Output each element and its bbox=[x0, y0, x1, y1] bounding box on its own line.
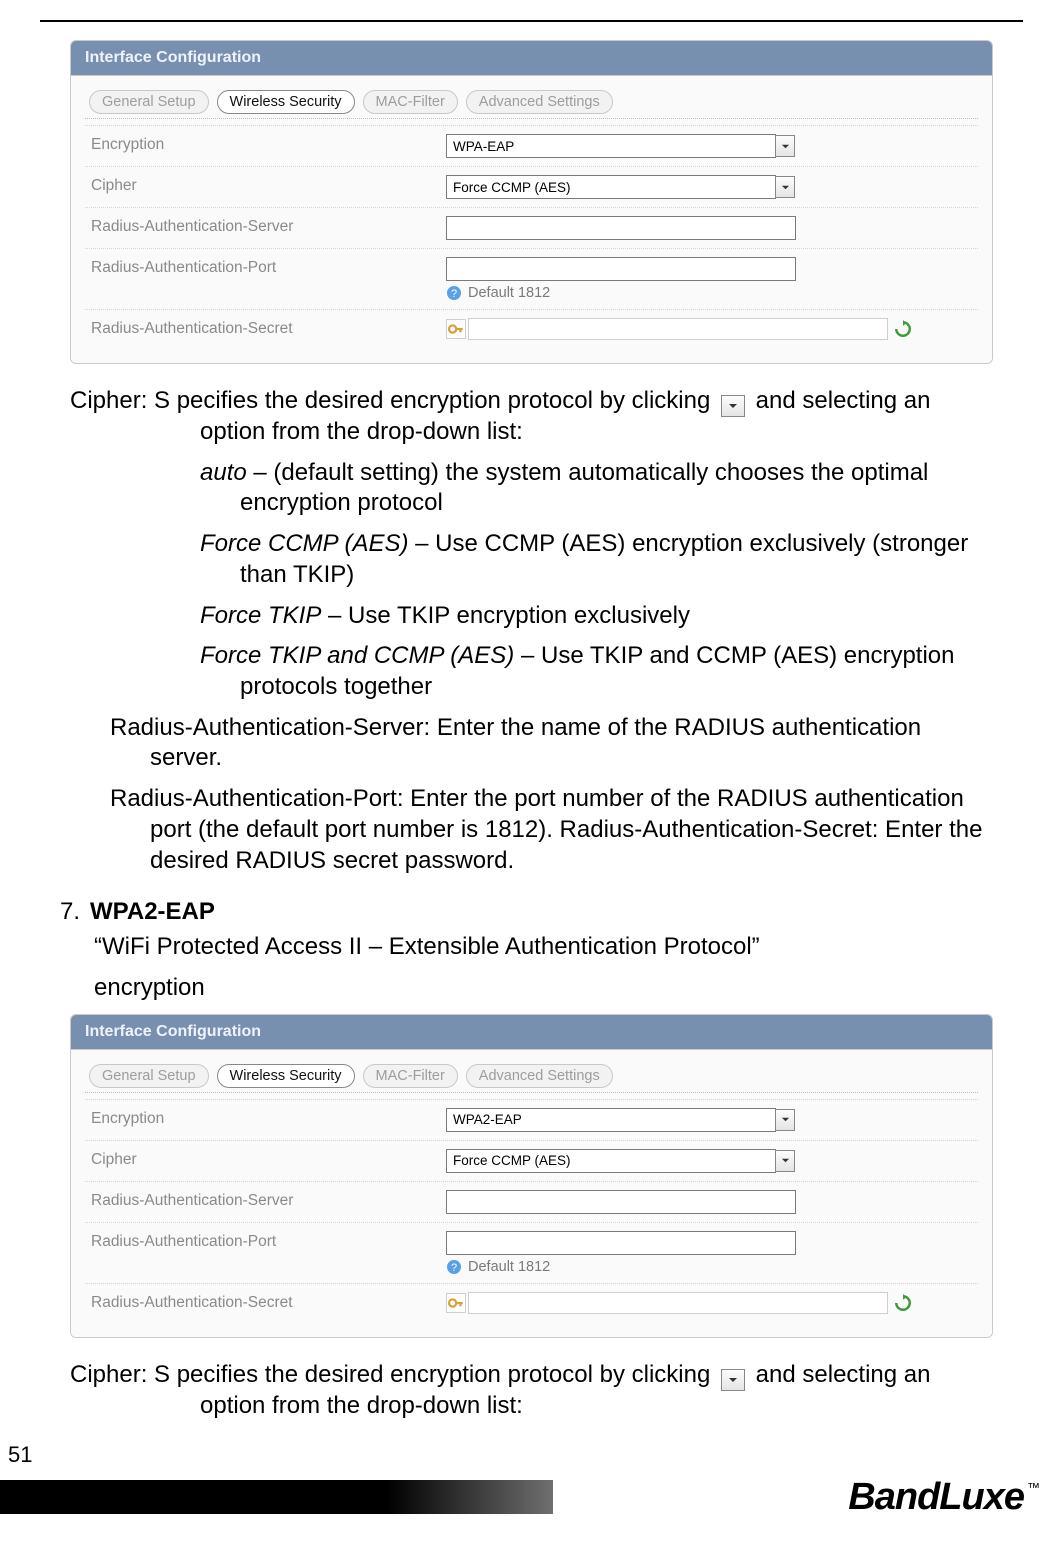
section-desc-2: encryption bbox=[94, 973, 993, 1004]
radius-port-label: Radius-Authentication-Port bbox=[91, 1231, 446, 1251]
radius-port-hint: Default 1812 bbox=[468, 285, 550, 301]
cycle-icon[interactable] bbox=[894, 1294, 912, 1312]
cipher-desc: Cipher: S pecifies the desired encryptio… bbox=[70, 386, 993, 448]
info-icon: ? bbox=[446, 285, 462, 301]
page-number: 51 bbox=[8, 1442, 32, 1468]
key-icon bbox=[446, 319, 466, 339]
dropdown-icon[interactable] bbox=[775, 176, 795, 198]
tabs: General Setup Wireless Security MAC-Filt… bbox=[85, 90, 978, 119]
tab-general-setup[interactable]: General Setup bbox=[89, 90, 209, 114]
section-number: 7. bbox=[52, 898, 80, 926]
radius-port-label: Radius-Authentication-Port bbox=[91, 257, 446, 277]
dropdown-icon bbox=[721, 1369, 745, 1391]
footer-bar: BandLuxe™ bbox=[0, 1480, 1063, 1514]
radius-port-input[interactable] bbox=[446, 1231, 796, 1255]
radius-secret-label: Radius-Authentication-Secret bbox=[91, 318, 446, 338]
brand-logo: BandLuxe™ bbox=[848, 1476, 1039, 1519]
config-panel-wpa2-eap: Interface Configuration General Setup Wi… bbox=[70, 1014, 993, 1338]
section-desc-1: “WiFi Protected Access II – Extensible A… bbox=[94, 932, 993, 963]
radius-secret-label: Radius-Authentication-Secret bbox=[91, 1292, 446, 1312]
section-title: WPA2-EAP bbox=[90, 898, 215, 926]
tab-mac-filter[interactable]: MAC-Filter bbox=[363, 90, 458, 114]
panel-title: Interface Configuration bbox=[71, 41, 992, 76]
dropdown-icon[interactable] bbox=[775, 135, 795, 157]
tab-mac-filter[interactable]: MAC-Filter bbox=[363, 1064, 458, 1088]
cipher-option-ccmp: Force CCMP (AES) – Use CCMP (AES) encryp… bbox=[70, 529, 993, 590]
radius-server-desc: Radius-Authentication-Server: Enter the … bbox=[70, 713, 993, 774]
key-icon bbox=[446, 1293, 466, 1313]
cipher-option-both: Force TKIP and CCMP (AES) – Use TKIP and… bbox=[70, 641, 993, 702]
svg-text:?: ? bbox=[451, 1262, 457, 1274]
radius-server-label: Radius-Authentication-Server bbox=[91, 1190, 446, 1210]
cipher-select[interactable]: Force CCMP (AES) bbox=[446, 175, 776, 199]
radius-secret-input[interactable] bbox=[468, 318, 888, 340]
cipher-option-auto: auto – (default setting) the system auto… bbox=[70, 458, 993, 519]
info-icon: ? bbox=[446, 1259, 462, 1275]
tabs: General Setup Wireless Security MAC-Filt… bbox=[85, 1064, 978, 1093]
config-panel-wpa-eap: Interface Configuration General Setup Wi… bbox=[70, 40, 993, 364]
tab-advanced-settings[interactable]: Advanced Settings bbox=[466, 1064, 613, 1088]
tab-general-setup[interactable]: General Setup bbox=[89, 1064, 209, 1088]
cipher-desc-2: Cipher: S pecifies the desired encryptio… bbox=[70, 1360, 993, 1422]
encryption-label: Encryption bbox=[91, 134, 446, 154]
tab-wireless-security[interactable]: Wireless Security bbox=[217, 90, 355, 114]
cipher-label: Cipher bbox=[91, 175, 446, 195]
dropdown-icon[interactable] bbox=[775, 1109, 795, 1131]
cipher-label: Cipher bbox=[91, 1149, 446, 1169]
tab-advanced-settings[interactable]: Advanced Settings bbox=[466, 90, 613, 114]
panel-title: Interface Configuration bbox=[71, 1015, 992, 1050]
footer-gradient bbox=[0, 1480, 553, 1514]
radius-port-hint: Default 1812 bbox=[468, 1259, 550, 1275]
cipher-select[interactable]: Force CCMP (AES) bbox=[446, 1149, 776, 1173]
encryption-select[interactable]: WPA-EAP bbox=[446, 134, 776, 158]
radius-server-label: Radius-Authentication-Server bbox=[91, 216, 446, 236]
radius-server-input[interactable] bbox=[446, 1190, 796, 1214]
tab-wireless-security[interactable]: Wireless Security bbox=[217, 1064, 355, 1088]
svg-text:?: ? bbox=[451, 288, 457, 300]
radius-server-input[interactable] bbox=[446, 216, 796, 240]
cycle-icon[interactable] bbox=[894, 320, 912, 338]
dropdown-icon bbox=[721, 395, 745, 417]
encryption-select[interactable]: WPA2-EAP bbox=[446, 1108, 776, 1132]
cipher-option-tkip: Force TKIP – Use TKIP encryption exclusi… bbox=[70, 601, 993, 632]
radius-port-desc: Radius-Authentication-Port: Enter the po… bbox=[70, 784, 993, 876]
dropdown-icon[interactable] bbox=[775, 1150, 795, 1172]
radius-port-input[interactable] bbox=[446, 257, 796, 281]
encryption-label: Encryption bbox=[91, 1108, 446, 1128]
radius-secret-input[interactable] bbox=[468, 1292, 888, 1314]
top-rule bbox=[40, 20, 1023, 22]
